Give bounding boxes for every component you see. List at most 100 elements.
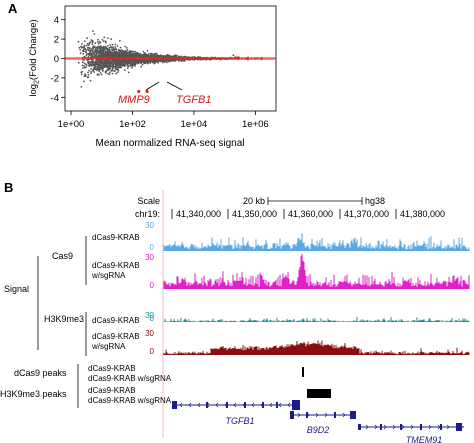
data-point: [97, 42, 100, 45]
data-point: [81, 50, 84, 52]
chrom-coordinates: 41,340,000 41,350,000 41,360,000 41,370,000…: [171, 209, 445, 219]
data-point: [115, 55, 117, 58]
data-point: [80, 71, 83, 74]
data-point: [90, 52, 93, 55]
data-point: [125, 55, 127, 58]
x-axis-label: Mean normalized RNA-seq signal: [96, 138, 245, 149]
data-point: [168, 60, 170, 63]
gene-callouts: MMP9 TGFB1: [118, 81, 211, 106]
data-point: [106, 66, 109, 69]
data-point: [102, 40, 105, 42]
data-point: [98, 74, 100, 76]
gene-exon: [456, 423, 462, 431]
data-point: [125, 62, 127, 65]
data-point: [81, 61, 84, 64]
data-point: [86, 37, 88, 40]
data-point: [88, 69, 90, 72]
data-point: [152, 55, 154, 58]
data-point: [89, 64, 91, 66]
data-point: [129, 64, 132, 67]
group-label-h3k9me3: H3K9me3: [44, 314, 84, 324]
data-point: [90, 72, 92, 75]
data-point: [101, 51, 104, 54]
data-point: [155, 54, 158, 57]
data-point: [105, 70, 108, 73]
data-point: [97, 64, 100, 67]
data-point: [90, 54, 93, 56]
data-point: [142, 55, 144, 58]
data-point: [87, 53, 89, 55]
data-point: [77, 62, 80, 64]
gene-strand-arrow: [297, 412, 301, 418]
data-point: [123, 69, 126, 71]
y-tick-label: -2: [51, 73, 59, 84]
data-point: [79, 52, 82, 55]
data-point: [111, 63, 114, 66]
data-point: [96, 74, 99, 76]
gene-strand-arrow: [392, 424, 396, 430]
gene-strand-arrow: [365, 424, 369, 430]
data-point: [88, 47, 91, 50]
x-tick-label: 1e+00: [58, 119, 85, 130]
gene-strand-arrow: [446, 424, 450, 430]
data-point: [91, 52, 94, 55]
data-point: [151, 60, 154, 63]
data-point: [85, 49, 88, 51]
data-point: [80, 86, 83, 88]
data-point: [111, 72, 114, 75]
gene-exon: [358, 424, 361, 430]
data-point: [154, 61, 157, 64]
h3k9me3-peak: [307, 389, 331, 398]
data-point: [125, 47, 128, 49]
data-point: [91, 41, 94, 44]
data-point: [100, 67, 103, 69]
data-point: [123, 65, 126, 68]
track-label: w/sgRNA: [91, 271, 126, 280]
data-point: [91, 43, 94, 46]
data-point: [182, 59, 185, 62]
track-ymin: 0: [150, 243, 155, 252]
group-label-cas9: Cas9: [52, 251, 73, 261]
data-point: [143, 59, 146, 62]
data-point: [96, 65, 99, 68]
gene-strand-arrow: [197, 402, 201, 408]
data-point: [141, 59, 144, 62]
data-point: [114, 43, 117, 46]
data-point: [109, 50, 112, 53]
gene-label-tgfb1: TGFB1: [225, 416, 254, 426]
mmp9-pointer: [145, 81, 160, 91]
data-point: [129, 63, 132, 66]
panel-b-label: B: [4, 180, 13, 195]
data-point: [87, 62, 90, 65]
data-point: [114, 61, 117, 64]
data-point: [101, 60, 104, 63]
data-point: [120, 51, 123, 53]
data-point: [111, 54, 114, 56]
data-point: [85, 66, 87, 68]
data-point: [140, 65, 143, 68]
data-point: [125, 51, 128, 53]
signal-label: Signal: [4, 284, 29, 294]
data-point: [87, 71, 89, 74]
gene-strand-arrow: [401, 424, 405, 430]
data-point: [157, 61, 160, 64]
data-point: [99, 50, 102, 53]
data-point: [90, 39, 93, 42]
data-point: [82, 67, 84, 69]
peak-track-label: dCas9-KRAB: [88, 386, 136, 395]
data-point: [100, 73, 103, 76]
data-point: [140, 54, 143, 57]
gene-strand-arrow: [342, 412, 346, 418]
data-point: [87, 49, 90, 52]
gene-strand-arrow: [315, 412, 319, 418]
data-point: [113, 52, 115, 55]
y-tick-label: 0: [54, 54, 59, 65]
data-point: [87, 44, 90, 47]
track-label: dCas9-KRAB: [92, 261, 140, 270]
data-point: [85, 54, 88, 57]
gene-strand-arrow: [428, 424, 432, 430]
coord-label: 41,380,000: [400, 209, 445, 219]
track-label: w/sgRNA: [91, 342, 126, 351]
data-point: [111, 67, 114, 70]
